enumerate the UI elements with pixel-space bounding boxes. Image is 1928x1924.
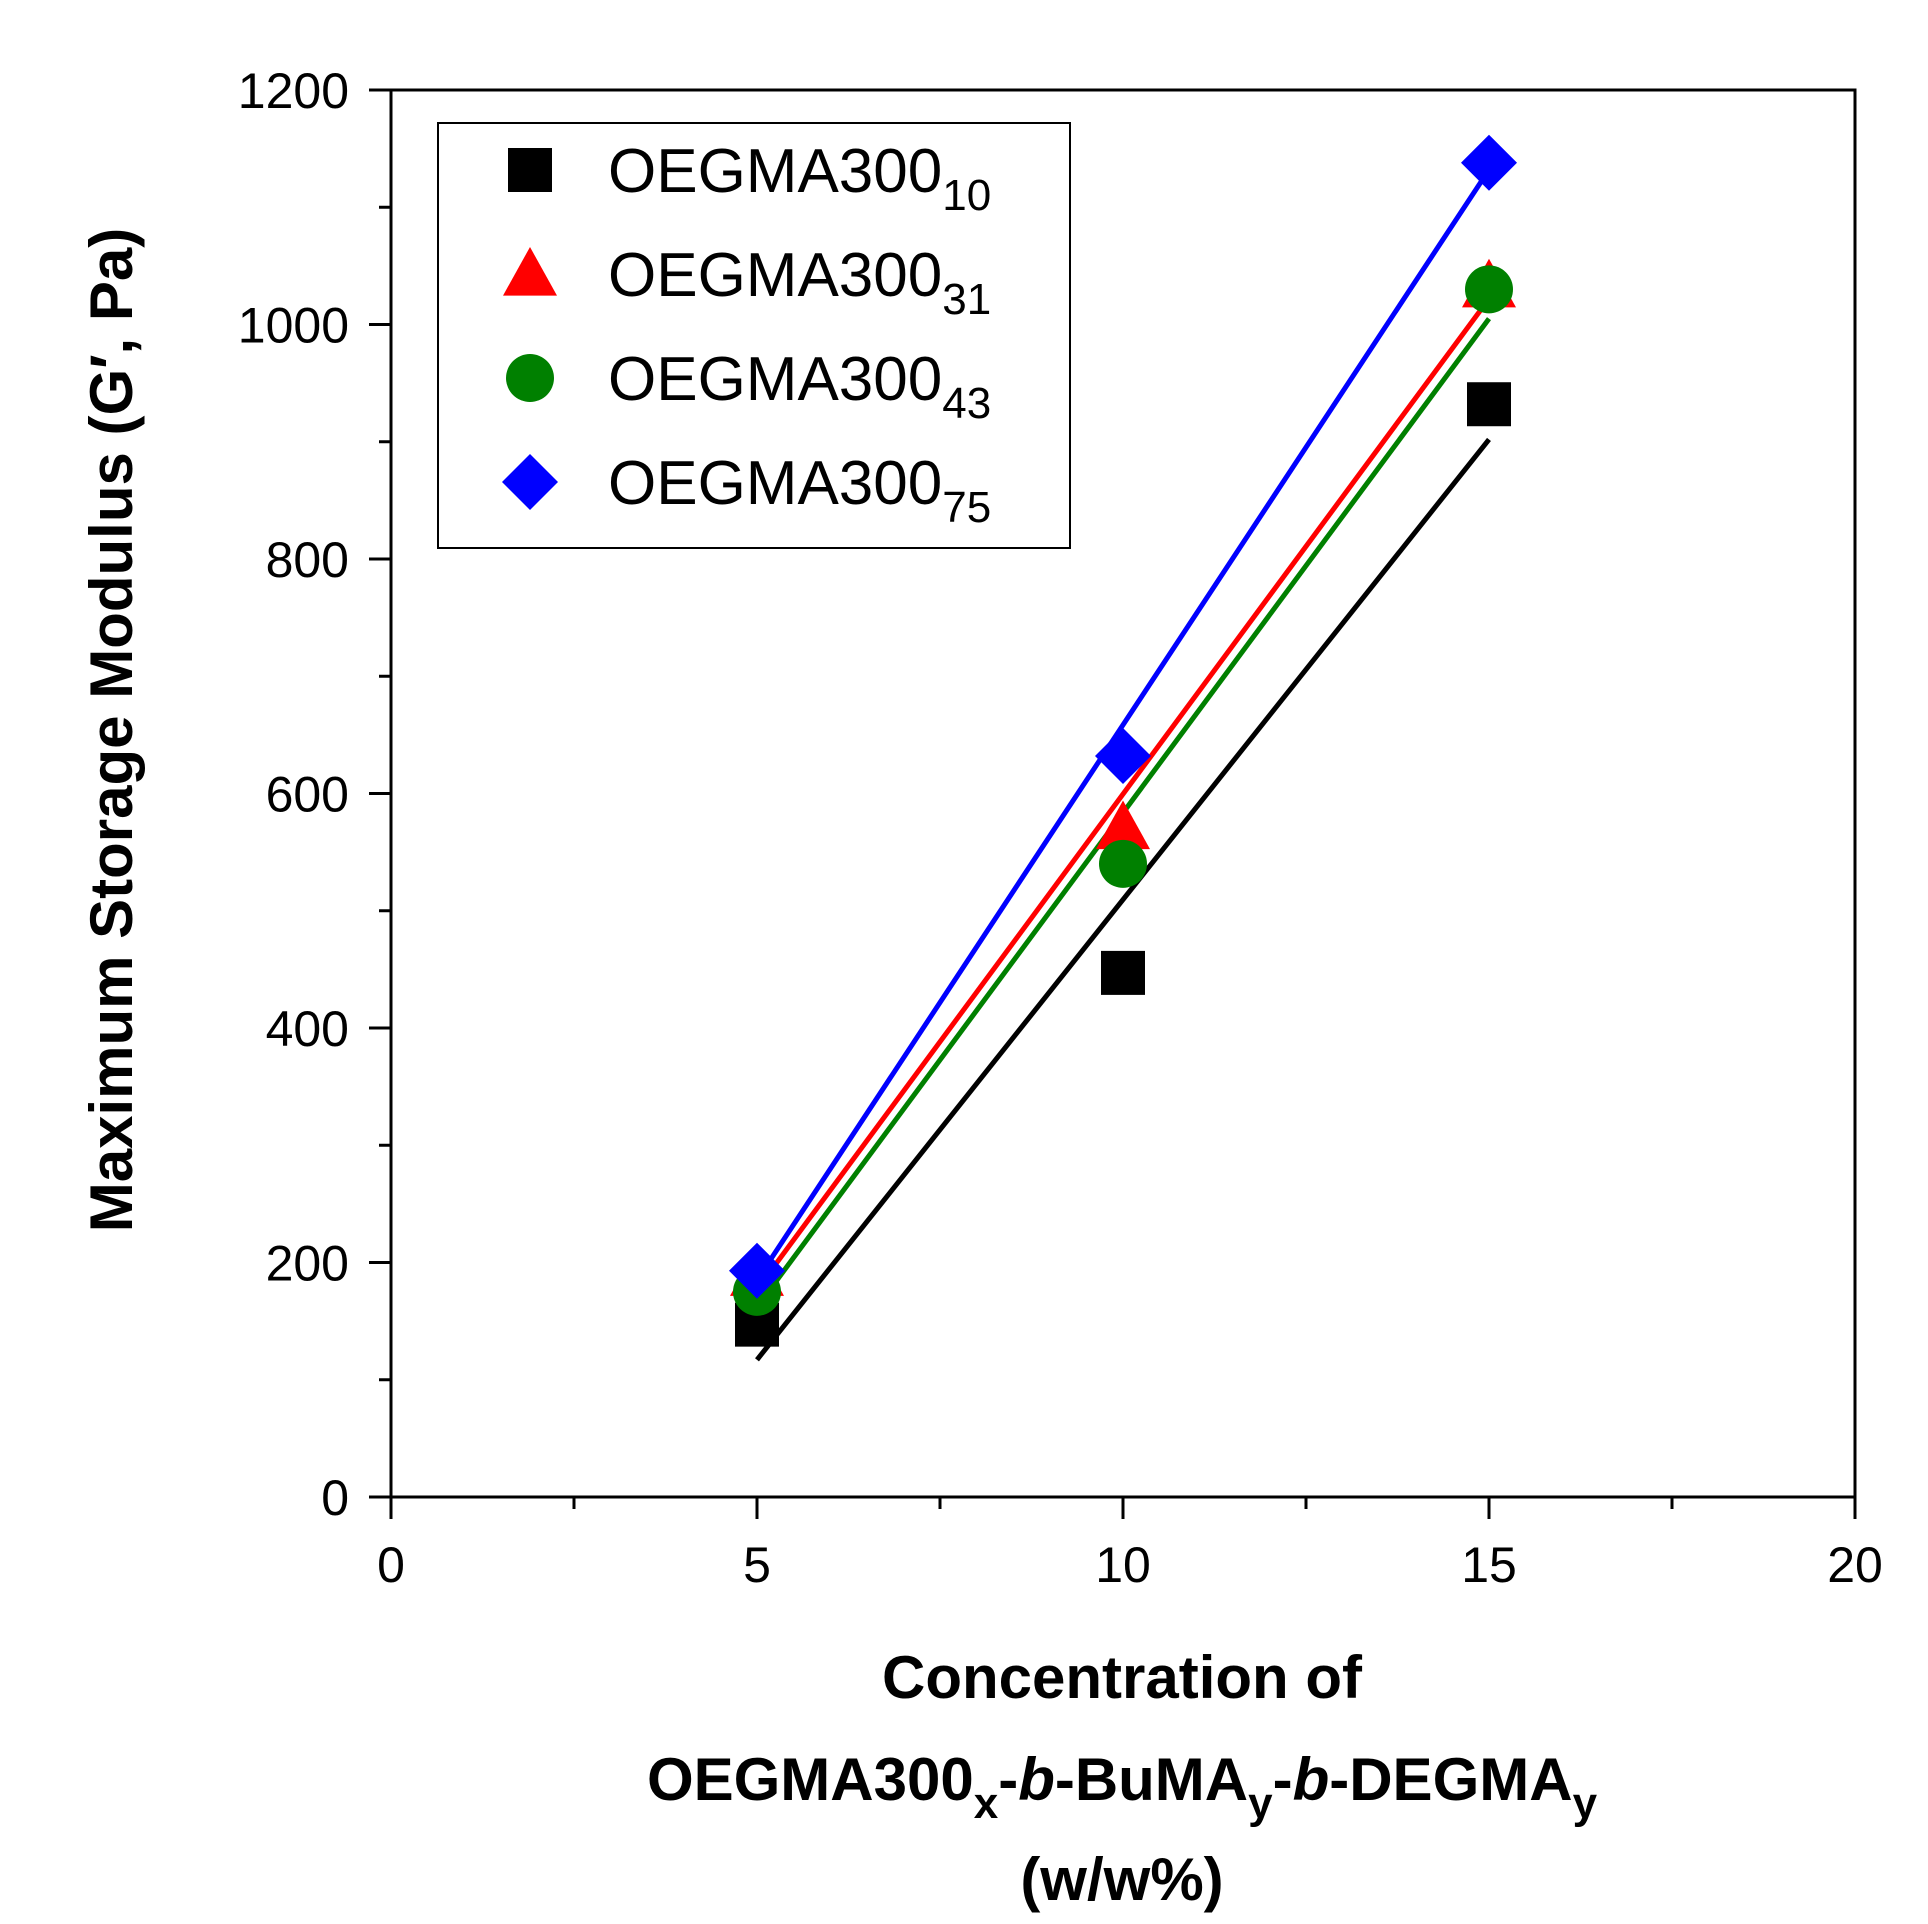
y-axis-title: Maximum Storage Modulus (G′, Pa) (78, 228, 145, 1233)
data-points (729, 134, 1517, 1347)
legend-marker-31 (503, 247, 557, 296)
y-tick-label: 1000 (238, 298, 349, 354)
legend-marker-75 (502, 454, 558, 510)
y-tick-label: 200 (266, 1236, 349, 1292)
data-point-75 (1095, 727, 1151, 784)
x-tick-label: 20 (1827, 1537, 1883, 1593)
data-point-31 (1096, 800, 1150, 850)
x-tick-label: 10 (1095, 1537, 1151, 1593)
data-point-75 (729, 1242, 785, 1299)
x-tick-label: 15 (1461, 1537, 1517, 1593)
data-point-75 (1461, 134, 1517, 191)
y-tick-label: 400 (266, 1001, 349, 1057)
legend-label-43: OEGMA30043 (608, 345, 991, 428)
y-tick-label: 600 (266, 767, 349, 823)
legend: OEGMA30010 OEGMA30031 OEGMA30043 OEGMA30075 (437, 122, 1071, 549)
legend-label-31: OEGMA30031 (608, 241, 991, 324)
legend-label-75: OEGMA30075 (608, 449, 991, 532)
y-tick-label: 1200 (238, 63, 349, 119)
fit-line-75 (754, 168, 1492, 1282)
legend-label-10: OEGMA30010 (608, 137, 991, 220)
x-axis-title-line3: (w/w%) (1020, 1846, 1223, 1913)
x-axis-title-line1: Concentration of (882, 1644, 1363, 1711)
data-point-43 (1099, 839, 1147, 888)
legend-marker-43 (506, 354, 554, 402)
data-point-10 (1467, 382, 1511, 427)
x-tick-label: 5 (743, 1537, 771, 1593)
fit-line-10 (755, 437, 1491, 1362)
x-tick-label: 0 (377, 1537, 405, 1593)
fit-line-31 (754, 297, 1492, 1291)
legend-marker-10 (508, 148, 552, 192)
y-tick-label: 0 (321, 1470, 349, 1526)
data-point-10 (1101, 950, 1145, 995)
data-point-43 (1465, 265, 1513, 314)
y-tick-label: 800 (266, 532, 349, 588)
x-axis-title-line2: OEGMA300x-b-BuMAy-b-DEGMAy (647, 1746, 1598, 1828)
